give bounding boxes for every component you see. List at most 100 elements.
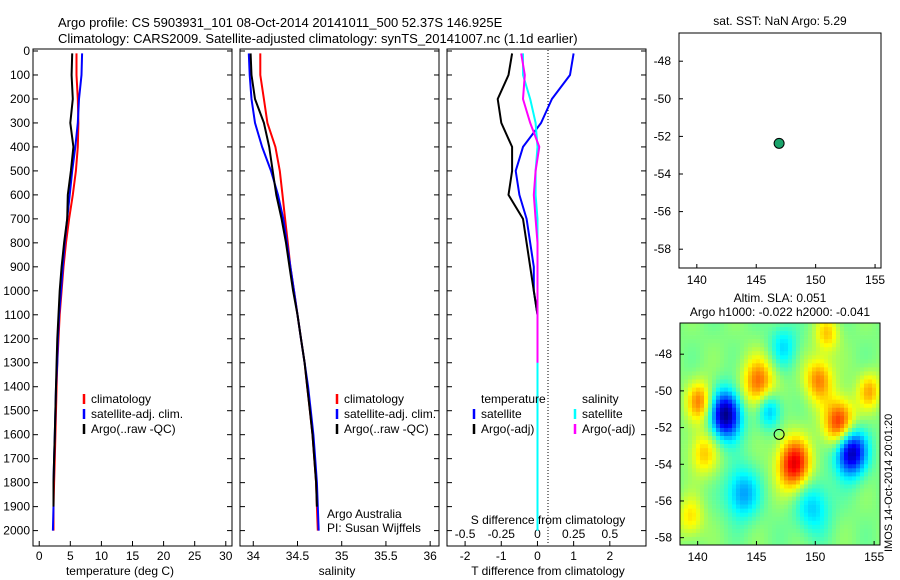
x-tick-label: 145 xyxy=(746,550,766,564)
sla-heatmap-cell xyxy=(820,476,825,481)
sla-heatmap-cell xyxy=(872,444,877,449)
sla-heatmap-cell xyxy=(844,460,849,465)
sla-heatmap-cell xyxy=(684,456,689,461)
sla-heatmap-cell xyxy=(788,504,793,509)
sla-heatmap-cell xyxy=(784,488,789,493)
sla-heatmap-cell xyxy=(812,452,817,457)
sla-heatmap-cell xyxy=(876,528,881,534)
sla-heatmap-cell xyxy=(856,343,861,348)
sla-heatmap-cell xyxy=(868,395,873,400)
sla-heatmap-cell xyxy=(768,407,773,413)
temperature-ticks: 0 5 10 15 20 25 300100200300400500600700800900… xyxy=(3,44,232,563)
sla-heatmap-cell xyxy=(696,520,701,526)
sla-heatmap-cell xyxy=(832,536,837,542)
sla-heatmap-cell xyxy=(836,528,841,534)
sla-heatmap-cell xyxy=(736,540,741,546)
sla-heatmap-cell xyxy=(688,444,693,449)
sla-heatmap-cell xyxy=(692,472,697,477)
sla-heatmap-cell xyxy=(856,504,861,509)
sla-heatmap-cell xyxy=(732,407,737,413)
sla-heatmap-cell xyxy=(744,436,749,441)
sla-heatmap-cell xyxy=(752,403,757,409)
sla-heatmap-cell xyxy=(868,347,873,352)
sla-heatmap-cell xyxy=(744,468,749,473)
sla-heatmap-cell xyxy=(720,536,725,542)
sla-heatmap-cell xyxy=(824,391,829,396)
sla-heatmap-cell xyxy=(744,492,749,497)
sla-heatmap-cell xyxy=(864,452,869,457)
sla-heatmap-cell xyxy=(792,323,797,328)
y-tick-label: -50 xyxy=(654,92,672,106)
sla-heatmap-cell xyxy=(832,444,837,449)
sla-heatmap-cell xyxy=(716,524,721,530)
sla-heatmap-cell xyxy=(724,536,729,542)
sla-heatmap-cell xyxy=(756,500,761,505)
sla-heatmap-cell xyxy=(684,496,689,501)
sla-heatmap-cell xyxy=(784,335,789,340)
sla-heatmap-cell xyxy=(824,456,829,461)
sla-heatmap-cell xyxy=(704,524,709,530)
y-tick-label: 300 xyxy=(10,116,30,130)
sla-heatmap-cell xyxy=(808,351,813,356)
sla-heatmap-cell xyxy=(848,431,853,437)
sla-heatmap-cell xyxy=(724,391,729,396)
sla-heatmap-cell xyxy=(716,431,721,437)
sla-heatmap-cell xyxy=(808,536,813,542)
sla-heatmap-cell xyxy=(828,436,833,441)
sla-heatmap-cell xyxy=(752,391,757,396)
sla-heatmap-cell xyxy=(680,423,685,429)
sla-heatmap-cell xyxy=(848,379,853,384)
sla-heatmap-cell xyxy=(860,516,865,522)
sla-heatmap-cell xyxy=(780,423,785,429)
sla-heatmap-cell xyxy=(732,383,737,388)
sla-heatmap-cell xyxy=(712,512,717,518)
y-tick-label: -56 xyxy=(654,205,672,219)
sla-heatmap-cell xyxy=(784,440,789,445)
sla-heatmap-cell xyxy=(764,500,769,505)
sla-heatmap-cell xyxy=(844,423,849,429)
sla-heatmap-cell xyxy=(752,407,757,413)
sla-heatmap-cell xyxy=(700,431,705,437)
sla-heatmap-cell xyxy=(700,343,705,348)
sla-heatmap-cell xyxy=(728,375,733,380)
sla-heatmap-cell xyxy=(784,371,789,376)
sla-heatmap-cell xyxy=(848,476,853,481)
sla-heatmap-cell xyxy=(800,528,805,534)
sla-heatmap-cell xyxy=(760,532,765,538)
sla-heatmap-cell xyxy=(796,391,801,396)
sla-heatmap-cell xyxy=(744,528,749,534)
sla-heatmap-cell xyxy=(852,536,857,542)
sla-heatmap-cell xyxy=(684,371,689,376)
sla-heatmap-cell xyxy=(796,407,801,413)
sla-heatmap-cell xyxy=(808,500,813,505)
sla-heatmap-cell xyxy=(784,536,789,542)
sla-heatmap-cell xyxy=(712,411,717,417)
sla-heatmap-cell xyxy=(876,520,881,526)
sla-heatmap-cell xyxy=(792,419,797,425)
sla-heatmap-cell xyxy=(820,540,825,546)
sla-heatmap-cell xyxy=(764,395,769,400)
sla-heatmap-cell xyxy=(876,504,881,509)
sla-heatmap-cell xyxy=(748,403,753,409)
sla-heatmap-cell xyxy=(688,500,693,505)
sla-heatmap-cell xyxy=(692,440,697,445)
sla-heatmap-cell xyxy=(784,436,789,441)
sla-heatmap-cell xyxy=(832,375,837,380)
sla-heatmap-cell xyxy=(728,327,733,332)
sla-heatmap-cell xyxy=(832,371,837,376)
sla-heatmap-cell xyxy=(756,383,761,388)
sla-heatmap-cell xyxy=(820,452,825,457)
sla-heatmap-cell xyxy=(704,387,709,392)
sla-heatmap-cell xyxy=(848,363,853,368)
sla-heatmap-cell xyxy=(808,403,813,409)
sla-heatmap-cell xyxy=(792,415,797,421)
sla-heatmap-cell xyxy=(852,488,857,493)
sla-heatmap-cell xyxy=(860,347,865,352)
x-tick-label: 10 xyxy=(95,549,109,563)
sla-heatmap-cell xyxy=(704,476,709,481)
sla-heatmap-cell xyxy=(696,427,701,433)
sla-heatmap-cell xyxy=(792,355,797,360)
sla-heatmap-cell xyxy=(684,524,689,530)
sla-heatmap-cell xyxy=(784,399,789,405)
sla-heatmap-cell xyxy=(856,540,861,546)
